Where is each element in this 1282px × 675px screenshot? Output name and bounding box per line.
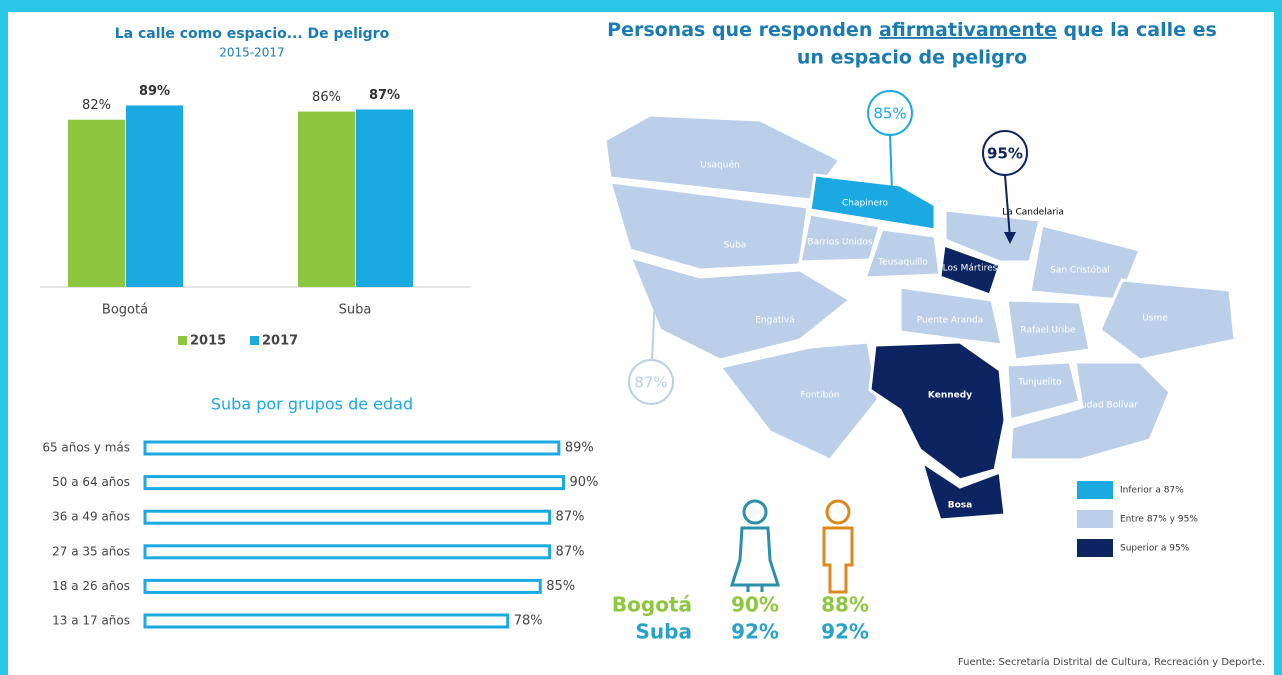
map-title-part: que la calle es: [1063, 19, 1216, 41]
district: [898, 285, 1004, 347]
map-title: un espacio de peligro: [797, 47, 1027, 69]
arrow-head: [1004, 232, 1016, 244]
data-label: 90%: [570, 475, 599, 490]
callout: [867, 90, 913, 136]
data-label: 89%: [139, 84, 170, 99]
data-label: 78%: [514, 614, 543, 629]
district: [938, 242, 1002, 297]
y-tick-label: 27 a 35 años: [52, 544, 130, 558]
stat-value: 92%: [731, 620, 779, 644]
legend-swatch: [1077, 539, 1113, 557]
data-label: 87%: [556, 510, 585, 525]
data-label: 89%: [565, 441, 594, 456]
legend-swatch: [178, 336, 187, 345]
legend-label: Superior a 95%: [1120, 544, 1190, 554]
legend-swatch: [1077, 510, 1113, 528]
district-label: Bosa: [948, 501, 972, 511]
legend-label: 2015: [190, 334, 226, 349]
source: Fuente: Secretaría Distrital de Cultura,…: [958, 656, 1265, 668]
stat-value: 88%: [821, 593, 869, 617]
bar: [143, 440, 561, 456]
district: [919, 458, 1007, 522]
district-label: San Cristóbal: [1050, 265, 1110, 276]
callout-line: [889, 134, 893, 193]
stat-value: 90%: [731, 593, 779, 617]
data-label: 87%: [556, 544, 585, 559]
district-label: Puente Aranda: [917, 316, 983, 326]
district-label: Ciudad Bolívar: [1072, 401, 1138, 411]
legend-label: Inferior a 87%: [1120, 486, 1184, 496]
y-tick-label: 13 a 17 años: [52, 614, 130, 628]
chart-title: Suba por grupos de edad: [211, 395, 413, 414]
stat-value: 92%: [821, 620, 869, 644]
y-tick-label: 18 a 26 años: [52, 579, 130, 593]
chart-subtitle: 2015-2017: [219, 46, 284, 60]
data-label: 87%: [369, 88, 400, 103]
bar: [143, 613, 510, 629]
bar: [356, 109, 413, 288]
map: Usaquén Suba Chapinero Barrios Unidos Te…: [603, 113, 1237, 522]
district-label: Suba: [724, 241, 747, 251]
female-icon: [729, 499, 781, 592]
district-label: Chapinero: [842, 199, 888, 209]
district-label: Engativá: [755, 316, 795, 326]
district-label: Rafael Uribe: [1020, 326, 1076, 336]
x-tick-label: Suba: [339, 303, 372, 318]
map-title: Personas que responden afirmativamente q…: [607, 19, 1217, 41]
callout-line: [1004, 174, 1011, 239]
district-label: Teusaquillo: [877, 258, 928, 268]
row-label: Bogotá: [612, 593, 692, 617]
bar: [126, 105, 183, 287]
callout-label: 85%: [873, 105, 906, 123]
district-label: Barrios Unidos: [807, 238, 872, 248]
callout-label: 95%: [987, 145, 1023, 163]
data-label: 85%: [546, 579, 575, 594]
bar: [143, 578, 542, 594]
district: [808, 173, 937, 232]
district: [627, 254, 853, 362]
data-label: 82%: [82, 98, 111, 113]
district: [1008, 360, 1172, 462]
district: [943, 208, 1042, 264]
bar: [143, 475, 565, 491]
map-title-part: afirmativamente: [879, 19, 1057, 41]
row-label: Suba: [636, 620, 692, 644]
map-title-part: Personas que responden: [607, 19, 872, 41]
legend-label: 2017: [262, 334, 298, 349]
x-tick-label: Bogotá: [102, 303, 148, 318]
district-label: Usaquén: [700, 160, 739, 171]
y-tick-label: 36 a 49 años: [52, 510, 130, 524]
district-label: La Candelaria: [1002, 208, 1064, 218]
district: [868, 340, 1007, 482]
district-label: Kennedy: [928, 391, 972, 401]
callout-line: [651, 294, 656, 361]
bar: [143, 509, 552, 525]
district-label: Usme: [1142, 314, 1168, 324]
callout-label: 87%: [634, 374, 667, 392]
district: [1098, 278, 1237, 362]
callout: [982, 130, 1028, 176]
district: [603, 113, 843, 202]
district-label: Fontibón: [800, 390, 839, 401]
district-label: Los Mártires: [943, 264, 998, 274]
y-tick-label: 50 a 64 años: [52, 475, 130, 489]
legend-swatch: [1077, 481, 1113, 499]
district: [717, 340, 880, 462]
district: [1005, 298, 1092, 362]
data-label: 86%: [312, 90, 341, 105]
district-label: Tunjuelito: [1017, 378, 1062, 388]
bar: [298, 111, 355, 287]
legend-label: Entre 87% y 95%: [1120, 515, 1198, 525]
callout: [628, 359, 674, 405]
chart-title: La calle como espacio... De peligro: [115, 26, 390, 42]
bar: [68, 119, 125, 287]
y-tick-label: 65 años y más: [42, 441, 130, 455]
male-icon: [822, 499, 854, 594]
legend-swatch: [250, 336, 259, 345]
bar: [143, 544, 552, 560]
district: [607, 180, 810, 272]
